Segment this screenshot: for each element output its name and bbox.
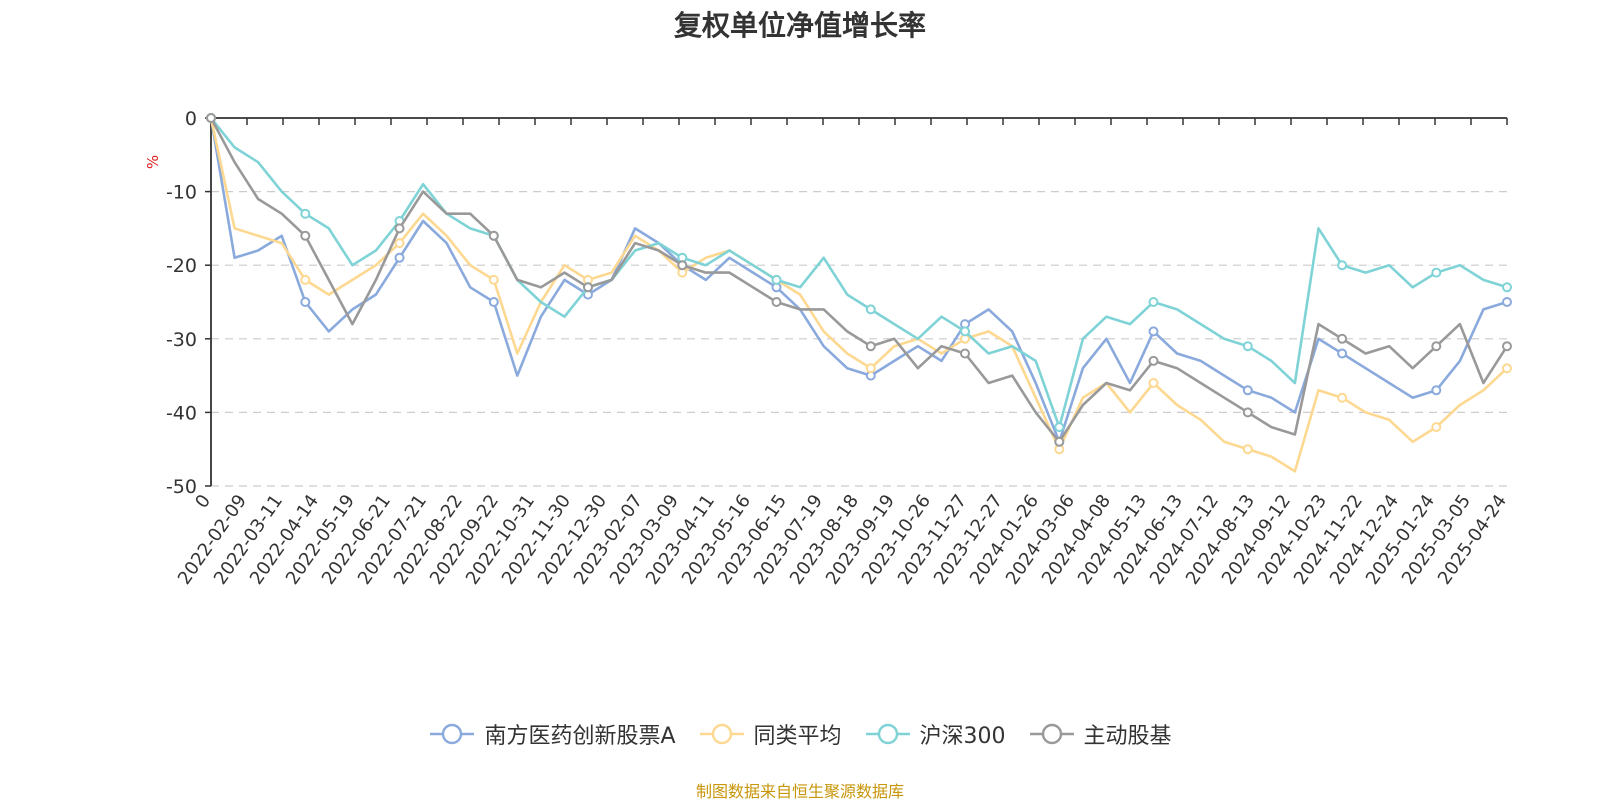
series-point	[300, 297, 311, 307]
series-point	[206, 113, 216, 123]
series-point	[1431, 422, 1442, 433]
legend-symbol-icon	[699, 723, 744, 745]
legend-symbol-icon	[430, 723, 475, 745]
series-lines	[206, 113, 1512, 473]
series-point	[1502, 341, 1512, 352]
series-line-1	[209, 117, 1508, 444]
series-point	[488, 297, 499, 307]
series-point	[1431, 267, 1442, 278]
series-point	[1148, 297, 1159, 307]
series-point	[300, 230, 311, 241]
y-tick-label: -30	[166, 329, 197, 351]
legend-symbol-icon	[865, 723, 910, 745]
series-point	[1148, 355, 1159, 366]
series-point	[1502, 363, 1512, 374]
x-axis-ticks: 02022-02-092022-03-112022-04-142022-05-1…	[174, 118, 1511, 589]
series-point	[1502, 297, 1512, 307]
series-line-4	[209, 117, 1509, 444]
series-point	[1431, 385, 1442, 396]
series-point	[865, 304, 876, 315]
legend-label: 南方医药创新股票A	[484, 724, 676, 749]
series-point	[960, 326, 970, 337]
legend-item-3[interactable]: 沪深300	[864, 718, 1006, 750]
series-point	[865, 341, 876, 352]
series-point	[1431, 341, 1442, 352]
series-point	[1242, 444, 1253, 455]
series-point	[394, 223, 405, 234]
legend-item-4[interactable]: 主动股基	[1028, 718, 1172, 750]
y-axis-label: %	[144, 155, 162, 169]
series-point	[1242, 385, 1253, 396]
series-point	[677, 260, 688, 271]
legend-label: 主动股基	[1083, 724, 1172, 749]
series-point	[1502, 282, 1512, 293]
series-point	[1054, 436, 1065, 447]
legend-label: 同类平均	[753, 724, 842, 749]
series-point	[1337, 392, 1348, 403]
series-point	[394, 252, 405, 263]
series-point	[300, 274, 311, 285]
series-point	[488, 230, 499, 241]
series-point	[865, 363, 876, 374]
series-line-2	[209, 117, 1508, 473]
legend-label: 沪深300	[919, 724, 1006, 749]
y-tick-label: -50	[166, 476, 197, 498]
legend-item-1[interactable]: 南方医药创新股票A	[428, 718, 676, 750]
series-point	[488, 274, 499, 285]
series-point	[771, 297, 782, 307]
series-point	[960, 348, 970, 359]
series-point	[771, 274, 782, 285]
series-point	[300, 208, 311, 219]
source-note: 制图数据来自恒生聚源数据库	[695, 782, 904, 801]
series-point	[583, 282, 593, 293]
series-point	[1242, 407, 1253, 418]
series-point	[1054, 422, 1065, 433]
legend-symbol-icon	[1029, 723, 1074, 745]
chart-title: 复权单位净值增长率	[673, 9, 926, 42]
x-tick-label: 0	[191, 491, 215, 512]
y-tick-label: -10	[166, 182, 197, 204]
series-point	[1148, 378, 1159, 388]
series-point	[1337, 333, 1348, 344]
series-point	[1148, 326, 1159, 337]
series-point	[394, 238, 405, 249]
series-point	[1337, 348, 1348, 359]
legend-item-2[interactable]: 同类平均	[698, 718, 842, 750]
y-tick-label: 0	[185, 108, 197, 130]
legend: 南方医药创新股票A 同类平均 沪深300 主动股基	[0, 718, 1600, 750]
series-line-3	[209, 117, 1508, 429]
y-axis-ticks: 0 -10 -20 -30 -40 -50	[166, 108, 211, 498]
series-point	[1337, 260, 1348, 271]
y-tick-label: -20	[166, 255, 197, 277]
y-tick-label: -40	[166, 402, 197, 424]
series-point	[1242, 341, 1253, 352]
